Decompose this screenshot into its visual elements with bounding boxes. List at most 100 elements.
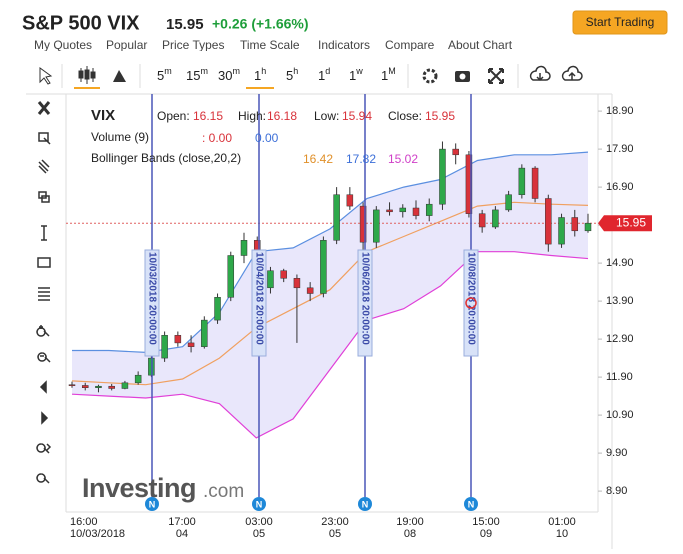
download-icon[interactable]: [529, 65, 551, 82]
candle-body: [134, 374, 142, 384]
active-interval-underline: [246, 87, 274, 89]
event-marker-label[interactable]: N: [362, 499, 369, 509]
interval-button[interactable]: 15m: [186, 66, 208, 83]
event-marker[interactable]: [252, 497, 266, 511]
interval-button[interactable]: 5m: [157, 66, 172, 83]
y-tick-label: 12.90: [606, 333, 634, 345]
tool-line[interactable]: [41, 225, 47, 241]
interval-unit[interactable]: w: [355, 66, 363, 76]
start-trading-button[interactable]: [572, 10, 668, 35]
event-label: 10/03/2018 20:00:00: [146, 252, 157, 345]
scroll-left[interactable]: [39, 380, 47, 394]
candle-body: [95, 385, 102, 388]
scroll-right[interactable]: [41, 411, 49, 425]
interval-unit[interactable]: M: [388, 66, 396, 76]
zoom-in[interactable]: [36, 325, 50, 337]
interval-button[interactable]: 1h: [254, 66, 266, 83]
area-type[interactable]: [113, 70, 126, 82]
x-tick-time: 16:00: [70, 516, 98, 528]
interval-button[interactable]: 1M: [381, 66, 396, 83]
zoom-out[interactable]: [37, 352, 51, 363]
event-marker-label[interactable]: N: [149, 499, 156, 509]
interval-button[interactable]: 30m: [218, 66, 240, 83]
candle-body: [214, 297, 221, 321]
event-marker[interactable]: [464, 497, 478, 511]
candle-body: [584, 222, 592, 232]
tool-lines[interactable]: [38, 287, 50, 301]
interval-unit[interactable]: m: [164, 66, 172, 76]
interval-button[interactable]: 5h: [286, 66, 298, 83]
y-tick-label: 11.90: [606, 371, 633, 383]
start-trading-label[interactable]: Start Trading: [586, 15, 655, 29]
event-label-box: [251, 249, 267, 357]
menu-item[interactable]: Indicators: [318, 38, 370, 52]
cursor-tool[interactable]: [39, 67, 53, 85]
fullscreen-icon[interactable]: [488, 68, 504, 84]
interval-number[interactable]: 15: [186, 68, 200, 83]
tool-fib[interactable]: [38, 159, 50, 174]
toolbar: [26, 56, 612, 94]
interval-number[interactable]: 1: [254, 68, 261, 83]
interval-unit[interactable]: m: [232, 66, 240, 76]
menu-item[interactable]: My Quotes: [34, 38, 92, 52]
close-tools[interactable]: [37, 101, 51, 115]
interval-unit[interactable]: d: [325, 66, 330, 76]
legend-open: 16.15: [193, 109, 223, 123]
tool-copy[interactable]: [38, 191, 50, 203]
legend-open-label: Open:: [157, 109, 190, 123]
interval-number[interactable]: 5: [286, 68, 293, 83]
tool-rect[interactable]: [37, 257, 51, 268]
candle-body: [121, 382, 129, 389]
interval-button[interactable]: 1d: [318, 66, 330, 83]
band-middle: [71, 201, 589, 386]
candle-body: [81, 385, 89, 388]
interval-number[interactable]: 5: [157, 68, 164, 83]
candle-body: [320, 240, 327, 294]
event-label: 10/04/2018 20:00:00: [253, 252, 264, 345]
logo-brand: Investing: [82, 473, 196, 503]
menu-item[interactable]: About Chart: [448, 38, 513, 52]
interval-number[interactable]: 1: [318, 68, 325, 83]
interval-button[interactable]: 1w: [349, 66, 363, 83]
interval-number[interactable]: 1: [381, 68, 388, 83]
y-tick-label: 9.90: [606, 447, 627, 459]
interval-unit[interactable]: m: [200, 66, 208, 76]
x-tick-date: 08: [404, 528, 416, 540]
menu-item[interactable]: Popular: [106, 38, 147, 52]
settings-icon[interactable]: [422, 68, 438, 84]
interval-unit[interactable]: h: [261, 66, 266, 76]
menu-item[interactable]: Time Scale: [240, 38, 300, 52]
zoom-next[interactable]: [36, 443, 52, 454]
camera-lens: [459, 73, 466, 80]
y-tick-label: 14.90: [606, 257, 634, 269]
event-marker[interactable]: [145, 497, 159, 511]
candle-body: [518, 167, 526, 195]
legend-bb: Bollinger Bands (close,20,2): [91, 151, 241, 165]
event-marker[interactable]: [358, 497, 372, 511]
event-marker-label[interactable]: N: [256, 499, 263, 509]
interval-unit[interactable]: h: [293, 66, 298, 76]
last-price-label: 15.95: [616, 215, 646, 229]
candle-body: [505, 194, 512, 211]
event-label-box: [357, 249, 373, 357]
x-tick-time: 19:00: [396, 516, 424, 528]
active-type-underline: [74, 87, 100, 89]
zoom-reset[interactable]: [36, 473, 50, 484]
menu-item[interactable]: Compare: [385, 38, 435, 52]
legend-close-label: Close:: [388, 109, 422, 123]
tool-select[interactable]: [38, 132, 51, 145]
menu-item[interactable]: Price Types: [162, 38, 224, 52]
candle-body: [240, 240, 248, 256]
legend-high-label: High:: [238, 109, 266, 123]
legend-low: 15.94: [342, 109, 372, 123]
interval-number[interactable]: 30: [218, 68, 232, 83]
candle-body: [531, 167, 539, 199]
legend-low-label: Low:: [314, 109, 339, 123]
last-price-tag: [598, 215, 652, 232]
upload-icon[interactable]: [561, 65, 583, 81]
event-marker-label[interactable]: N: [468, 499, 475, 509]
y-tick-label: 16.90: [606, 181, 634, 193]
interval-number[interactable]: 1: [349, 68, 356, 83]
candles-type[interactable]: [78, 66, 96, 84]
